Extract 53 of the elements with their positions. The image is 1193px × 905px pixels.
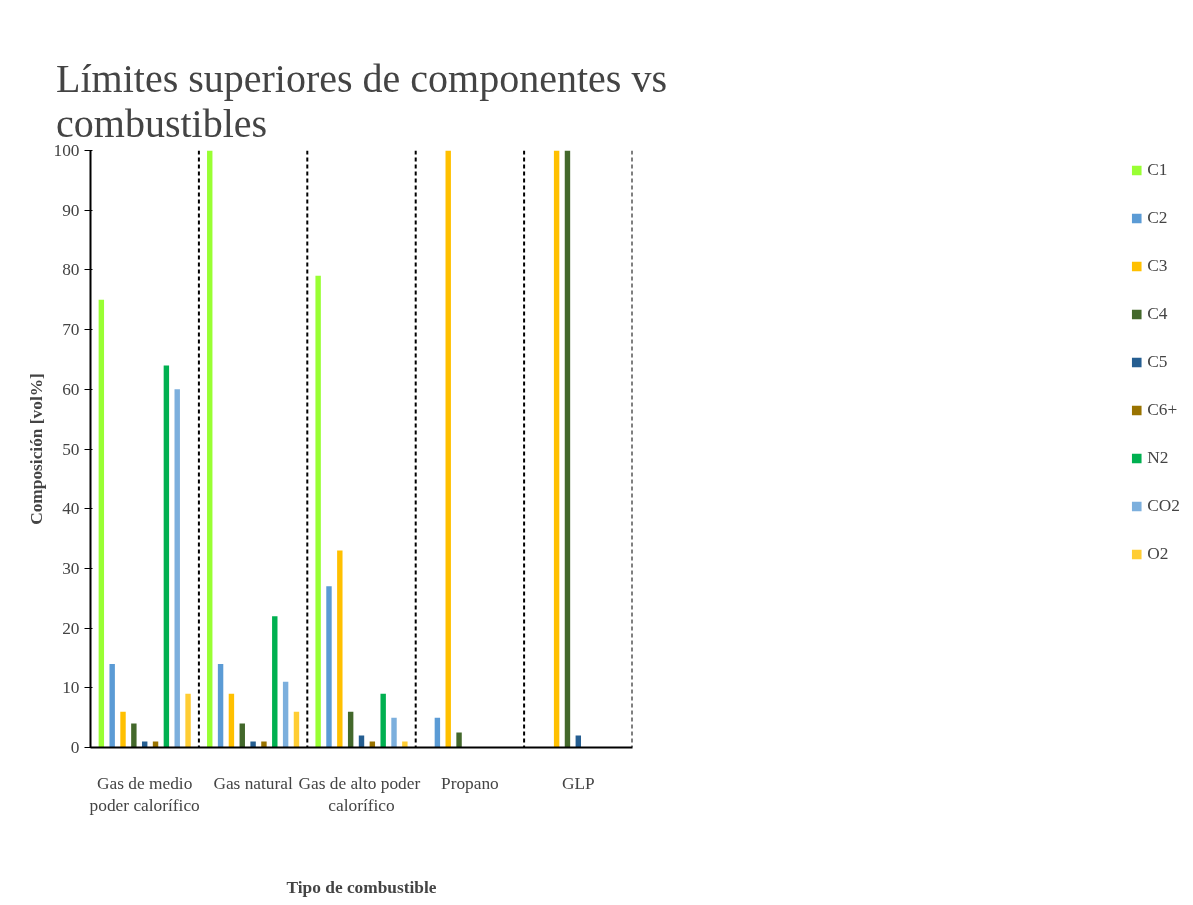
bar — [391, 717, 397, 748]
bar — [272, 616, 278, 748]
bar — [261, 741, 267, 748]
y-tick-label: 40 — [62, 499, 80, 519]
bar — [282, 681, 289, 748]
y-tick-label: 0 — [70, 738, 80, 757]
bar — [315, 275, 321, 748]
bar — [326, 586, 332, 748]
y-axis-title: Composición [vol%] — [26, 373, 46, 525]
legend-label: C3 — [1147, 256, 1168, 276]
legend-label: C6+ — [1147, 400, 1178, 420]
bar — [250, 741, 256, 748]
y-tick-label: 50 — [62, 439, 80, 459]
y-tick-label: 30 — [62, 558, 80, 578]
y-tick-label: 70 — [62, 320, 80, 340]
legend-label: C2 — [1147, 208, 1168, 228]
bar — [131, 723, 137, 748]
legend-label: C1 — [1147, 160, 1168, 180]
bar — [109, 663, 115, 748]
x-tick-label: Gas de alto poder calorífico — [298, 773, 421, 816]
y-tick-label: 10 — [62, 678, 80, 698]
x-tick-label: Gas de medio poder calorífico — [89, 773, 200, 816]
bar — [337, 550, 343, 748]
y-tick-label: 90 — [62, 200, 80, 220]
bar — [207, 150, 213, 748]
bar — [553, 150, 560, 748]
x-tick-label: GLP — [561, 773, 595, 793]
bar — [456, 732, 462, 748]
legend-label: C5 — [1147, 352, 1168, 372]
y-tick-label: 80 — [62, 260, 80, 280]
bar — [347, 711, 354, 748]
bar — [445, 150, 451, 748]
bar — [120, 711, 126, 748]
x-tick-label: Gas natural — [213, 773, 293, 793]
bar — [185, 693, 191, 748]
y-tick-label: 20 — [62, 618, 80, 638]
legend-label: CO2 — [1147, 496, 1180, 516]
bar — [163, 365, 170, 748]
bar — [293, 711, 300, 748]
legend-label: O2 — [1147, 544, 1169, 564]
bar — [434, 717, 441, 748]
bar — [564, 150, 571, 748]
bar — [228, 693, 235, 748]
bar — [174, 389, 180, 748]
legend-label: C4 — [1147, 304, 1168, 324]
legend-label: N2 — [1147, 448, 1169, 468]
x-tick-label: Propano — [441, 773, 499, 793]
bar — [402, 741, 408, 748]
bar — [380, 693, 386, 748]
x-axis-title: Tipo de combustible — [286, 878, 437, 898]
bar — [98, 299, 105, 748]
bar — [217, 663, 224, 748]
y-tick-label: 60 — [62, 379, 80, 399]
